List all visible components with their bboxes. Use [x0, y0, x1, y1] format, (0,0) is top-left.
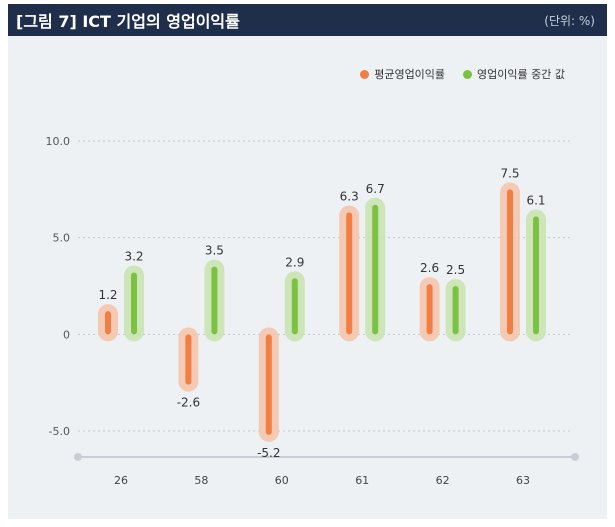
data-label: 2.6 — [420, 261, 439, 275]
data-label: -2.6 — [177, 396, 200, 410]
bar-median — [131, 272, 137, 335]
bar-median — [291, 278, 298, 335]
chart-figure: [그림 7] ICT 기업의 영업이익률 (단위: %) 평균영업이익률 영업이… — [8, 4, 607, 519]
data-label: 3.2 — [124, 249, 143, 263]
x-tick-label: 60 — [275, 474, 289, 487]
bar-average — [346, 212, 353, 335]
bar-average — [507, 189, 513, 335]
y-tick-label: -5.0 — [49, 425, 70, 438]
y-tick-label: 10.0 — [46, 135, 71, 148]
chart-title: [그림 7] ICT 기업의 영업이익률 — [16, 12, 240, 31]
x-axis-end-left — [74, 453, 82, 461]
data-label: 6.7 — [366, 182, 385, 196]
data-label: 1.2 — [98, 288, 117, 302]
chart-legend: 평균영업이익률 영업이익률 중간 값 — [360, 66, 565, 82]
x-axis-end-right — [571, 453, 579, 461]
unit-label: (단위: %) — [544, 13, 595, 28]
data-label: 3.5 — [205, 244, 224, 258]
data-label: 2.5 — [446, 263, 465, 277]
x-tick-label: 62 — [436, 474, 450, 487]
legend-swatch-average — [360, 69, 370, 79]
bar-median — [452, 286, 459, 335]
y-tick-label: 5.0 — [53, 232, 71, 245]
bar-median — [533, 216, 539, 335]
legend-swatch-median — [463, 69, 473, 79]
y-tick-label: 0 — [63, 328, 70, 341]
data-label: 6.1 — [526, 193, 545, 207]
bar-average — [185, 334, 192, 385]
data-label: -5.2 — [257, 446, 280, 460]
bar-average — [426, 284, 433, 335]
data-label: 6.3 — [340, 190, 359, 204]
x-tick-label: 61 — [355, 474, 369, 487]
bar-median — [372, 204, 379, 335]
bar-average — [105, 311, 111, 335]
bar-median — [211, 266, 218, 335]
bar-average — [265, 334, 272, 435]
x-tick-label: 63 — [516, 474, 530, 487]
legend-label-median: 영업이익률 중간 값 — [477, 68, 565, 81]
x-tick-label: 26 — [114, 474, 128, 487]
legend-label-average: 평균영업이익률 — [374, 68, 446, 81]
legend-item-median: 영업이익률 중간 값 — [463, 66, 565, 82]
data-label: 2.9 — [285, 255, 304, 269]
plot-area: 10.0 5.0 0 -5.0 26 1.2 3.2 58 -2.6 3.5 60 -5.2 2.9 61… — [46, 135, 579, 487]
title-bar: [그림 7] ICT 기업의 영업이익률 (단위: %) — [8, 4, 607, 36]
x-tick-label: 58 — [194, 474, 208, 487]
legend-item-average: 평균영업이익률 — [360, 66, 445, 82]
data-label: 7.5 — [500, 166, 519, 180]
